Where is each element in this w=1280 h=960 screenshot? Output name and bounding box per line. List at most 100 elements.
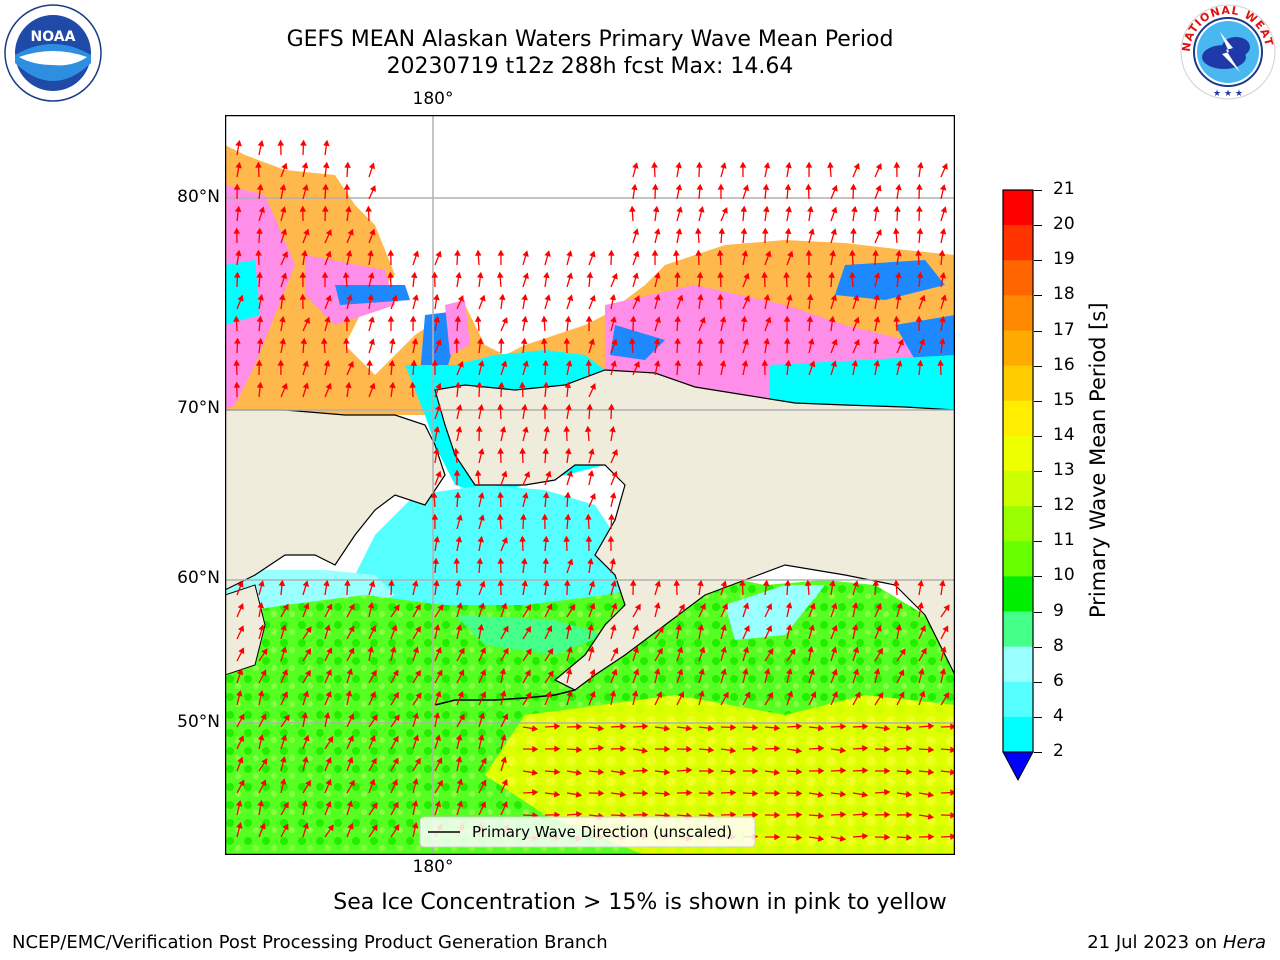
wave-arrow-head	[282, 801, 289, 809]
wave-arrow-head	[389, 646, 397, 653]
wave-arrow-head	[716, 249, 724, 256]
wave-arrow-head	[653, 337, 661, 345]
wave-arrow-head	[919, 624, 926, 632]
wave-arrow-head	[433, 293, 440, 301]
wave-arrow-head	[873, 205, 880, 213]
wave-arrow-head	[852, 646, 860, 654]
wave-arrow-head	[804, 579, 812, 586]
wave-arrow-head	[326, 603, 333, 611]
wave-arrow-head	[642, 789, 649, 797]
wave-arrow-head	[720, 580, 727, 588]
colorbar-tick-label: 10	[1053, 565, 1075, 586]
wave-arrow-head	[257, 139, 265, 147]
wave-arrow-head	[348, 625, 355, 633]
wave-arrow-head	[280, 272, 288, 280]
wave-arrow-head	[283, 714, 290, 722]
wave-arrow-head	[391, 624, 398, 632]
wave-arrow-head	[256, 271, 263, 278]
wave-arrow-head	[323, 139, 330, 147]
wave-arrow-head	[609, 492, 617, 499]
colorbar-extend-arrow	[1002, 751, 1034, 782]
wave-arrow-head	[717, 337, 725, 344]
wave-arrow-head	[784, 579, 791, 586]
wave-arrow-head	[872, 579, 880, 586]
wave-arrow-head	[457, 294, 464, 302]
wave-arrow-head	[895, 249, 902, 257]
wave-arrow-head	[629, 205, 636, 212]
wave-arrow-head	[237, 756, 244, 764]
wave-arrow-head	[589, 492, 596, 500]
wave-arrow-head	[761, 227, 769, 234]
wave-arrow-head	[610, 316, 617, 323]
colorbar-tick-label: 11	[1053, 530, 1075, 551]
wave-arrow-head	[433, 447, 440, 455]
wave-arrow-head	[233, 183, 241, 190]
wave-arrow-head	[412, 646, 420, 654]
wave-arrow-head	[325, 250, 332, 258]
colorbar-cell	[1003, 190, 1033, 226]
wave-arrow-head	[657, 626, 664, 634]
wave-arrow-head	[346, 668, 353, 676]
wave-arrow-head	[233, 227, 241, 234]
wave-arrow-head	[256, 315, 264, 323]
wave-arrow-head	[676, 646, 684, 654]
wave-arrow-head	[609, 557, 616, 565]
wave-arrow-head	[434, 734, 441, 742]
wave-arrow-head	[303, 734, 310, 742]
wave-arrow-head	[479, 580, 486, 588]
wave-arrow-head	[720, 162, 727, 169]
wave-arrow-head	[817, 791, 825, 798]
wave-arrow-head	[830, 228, 837, 236]
wave-arrow-head	[739, 579, 746, 586]
wave-arrow-head	[862, 723, 869, 730]
wave-arrow-head	[873, 667, 881, 675]
wave-arrow-head	[387, 315, 395, 322]
wave-arrow-head	[321, 271, 329, 278]
wave-arrow-head	[678, 603, 685, 611]
wave-arrow-head	[300, 337, 308, 344]
wave-arrow-head	[346, 294, 353, 301]
wave-arrow-head	[500, 756, 507, 764]
wave-arrow-head	[877, 692, 884, 699]
wave-arrow-head	[564, 491, 571, 498]
wave-arrow-head	[830, 294, 837, 302]
wave-arrow-head	[302, 382, 309, 390]
wave-arrow-head	[696, 337, 704, 344]
wave-arrow-head	[831, 668, 838, 676]
colorbar-cell	[1003, 541, 1033, 577]
wave-arrow-head	[587, 469, 595, 477]
wave-arrow-head	[576, 723, 583, 731]
wave-arrow-head	[480, 801, 487, 808]
wave-arrow-head	[906, 724, 913, 732]
wave-arrow-head	[522, 250, 529, 257]
wave-arrow-head	[348, 603, 355, 611]
wave-arrow-head	[392, 757, 399, 765]
wave-arrow-head	[343, 183, 351, 190]
noaa-logo: NOAA	[4, 4, 102, 102]
wave-arrow-head	[348, 647, 355, 655]
colorbar-cell	[1003, 471, 1033, 507]
wave-arrow-head	[743, 272, 750, 280]
wave-arrow-head	[325, 294, 332, 302]
wave-arrow-head	[786, 294, 793, 301]
wave-arrow-head	[325, 690, 332, 698]
wave-arrow-head	[279, 337, 286, 345]
wave-arrow-head	[676, 206, 683, 213]
footer-date-text: 21 Jul 2023 on	[1087, 932, 1223, 953]
wave-arrow-head	[255, 249, 262, 256]
wave-arrow-head	[541, 403, 549, 410]
wave-arrow-head	[611, 272, 618, 280]
wave-arrow-head	[324, 624, 331, 631]
wave-arrow-head	[302, 690, 310, 698]
wave-arrow-head	[393, 714, 400, 722]
wave-arrow-head	[343, 337, 350, 344]
wave-arrow-head	[851, 205, 858, 213]
wave-arrow-head	[940, 646, 947, 653]
wave-arrow-head	[433, 535, 440, 543]
wave-arrow-head	[502, 713, 509, 721]
wave-arrow-head	[233, 381, 241, 388]
lat-label-60: 60°N	[177, 568, 220, 588]
wave-arrow-head	[742, 646, 749, 654]
wave-arrow-head	[255, 161, 262, 168]
wave-arrow-head	[543, 425, 550, 433]
